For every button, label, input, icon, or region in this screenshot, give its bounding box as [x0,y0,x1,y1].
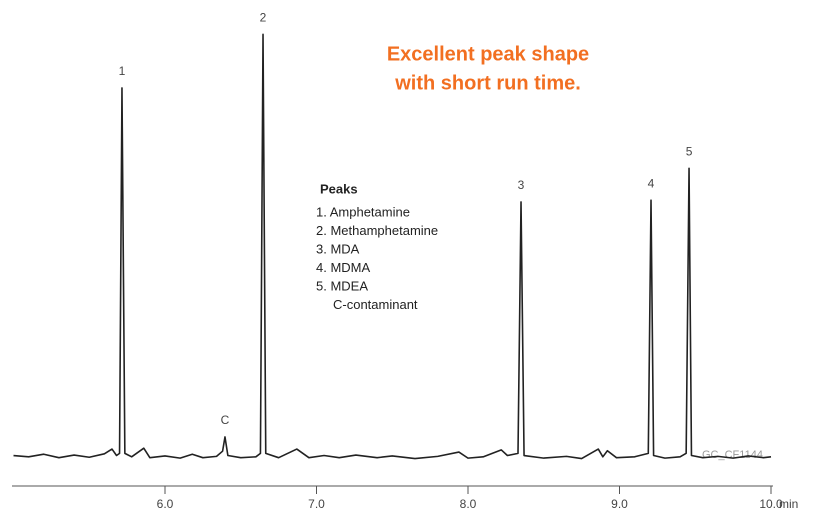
peak-label: 3 [518,178,525,192]
legend-item: 5. MDEA [316,278,368,293]
x-axis-label: min [779,497,798,511]
x-tick-label: 9.0 [611,497,628,511]
legend-item: 4. MDMA [316,260,371,275]
legend-item: C-contaminant [333,297,418,312]
peak-label: 2 [260,10,267,24]
peak-label: 1 [119,64,126,78]
peak-label: 5 [686,144,693,158]
headline: with short run time. [394,72,581,94]
x-tick-label: 7.0 [308,497,325,511]
x-tick-label: 6.0 [157,497,174,511]
legend-title: Peaks [320,181,358,196]
trace [13,33,772,460]
legend-item: 1. Amphetamine [316,204,410,219]
legend-item: 2. Methamphetamine [316,223,438,238]
legend-item: 3. MDA [316,241,360,256]
watermark: GC_CF1144 [702,449,763,461]
x-tick-label: 8.0 [460,497,477,511]
peak-label: C [221,413,230,427]
headline: Excellent peak shape [387,43,589,65]
peak-label: 4 [648,176,655,190]
x-tick-label: 10.0 [759,497,783,511]
